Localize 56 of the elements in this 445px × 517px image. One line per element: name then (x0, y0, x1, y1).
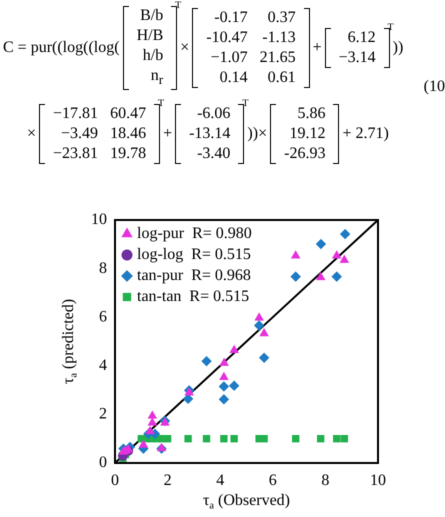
y-tick-label: 6 (99, 308, 107, 326)
y-tick-label: 8 (99, 260, 107, 277)
text: 21.65 (258, 48, 297, 68)
text: −17.81 (52, 104, 100, 124)
text: 6.12 (346, 28, 377, 48)
legend-label: log-pur R= 0.980 (137, 225, 252, 242)
text: 0.37 (266, 8, 297, 28)
text: + (162, 125, 174, 143)
text: -10.47 (205, 28, 249, 48)
text: + 2.71) (341, 125, 390, 143)
text: -0.17 (213, 8, 249, 28)
text: -6.06 (196, 104, 232, 124)
y-tick-label: 2 (99, 406, 107, 423)
text: T (242, 98, 248, 109)
text: B/b (139, 6, 164, 26)
text: −1.07 (210, 48, 249, 68)
text: T (388, 22, 394, 34)
text: 5.86 (296, 104, 326, 124)
text: 18.46 (109, 124, 148, 144)
text: 19.12 (288, 124, 326, 144)
y-tick-label: 4 (99, 357, 107, 374)
text: n$_{r}$ (150, 66, 164, 90)
text: -3.40 (196, 144, 232, 164)
legend-label: tan-tan R= 0.515 (137, 288, 250, 306)
legend-label: log-log R= 0.515 (137, 246, 251, 264)
text: )) (392, 39, 404, 58)
text: 0.14 (218, 68, 249, 88)
x-tick-label: 4 (216, 472, 224, 489)
text: -13.14 (188, 124, 232, 144)
x-tick-label: 8 (321, 472, 330, 489)
text: 60.47 (109, 104, 148, 124)
x-tick-label: 2 (164, 472, 172, 489)
text: −23.81 (52, 144, 100, 164)
text: T (175, 0, 182, 11)
text: H/B (136, 26, 164, 46)
y-tick-label: 0 (99, 454, 107, 472)
text: ))× (246, 125, 268, 143)
x-tick-label: 10 (370, 472, 386, 489)
text: −3.49 (60, 124, 100, 144)
legend-label: tan-pur R= 0.968 (137, 267, 251, 284)
x-tick-label: 6 (268, 472, 277, 489)
text: 19.78 (109, 144, 148, 164)
text: -26.93 (283, 144, 326, 164)
text: −3.14 (338, 48, 377, 68)
text: 0.61 (266, 68, 297, 88)
y-axis-title: τa (predicted) (60, 298, 80, 384)
text: T (158, 98, 164, 109)
text: -1.13 (261, 28, 297, 48)
text: C = pur((log((log( (2, 39, 121, 58)
text: × (26, 125, 38, 143)
text: + (312, 39, 323, 58)
y-tick-label: 10 (91, 211, 107, 228)
x-tick-label: 0 (111, 472, 119, 489)
text: (10 (424, 78, 445, 96)
text: h/b (142, 46, 164, 66)
text: × (179, 39, 190, 58)
